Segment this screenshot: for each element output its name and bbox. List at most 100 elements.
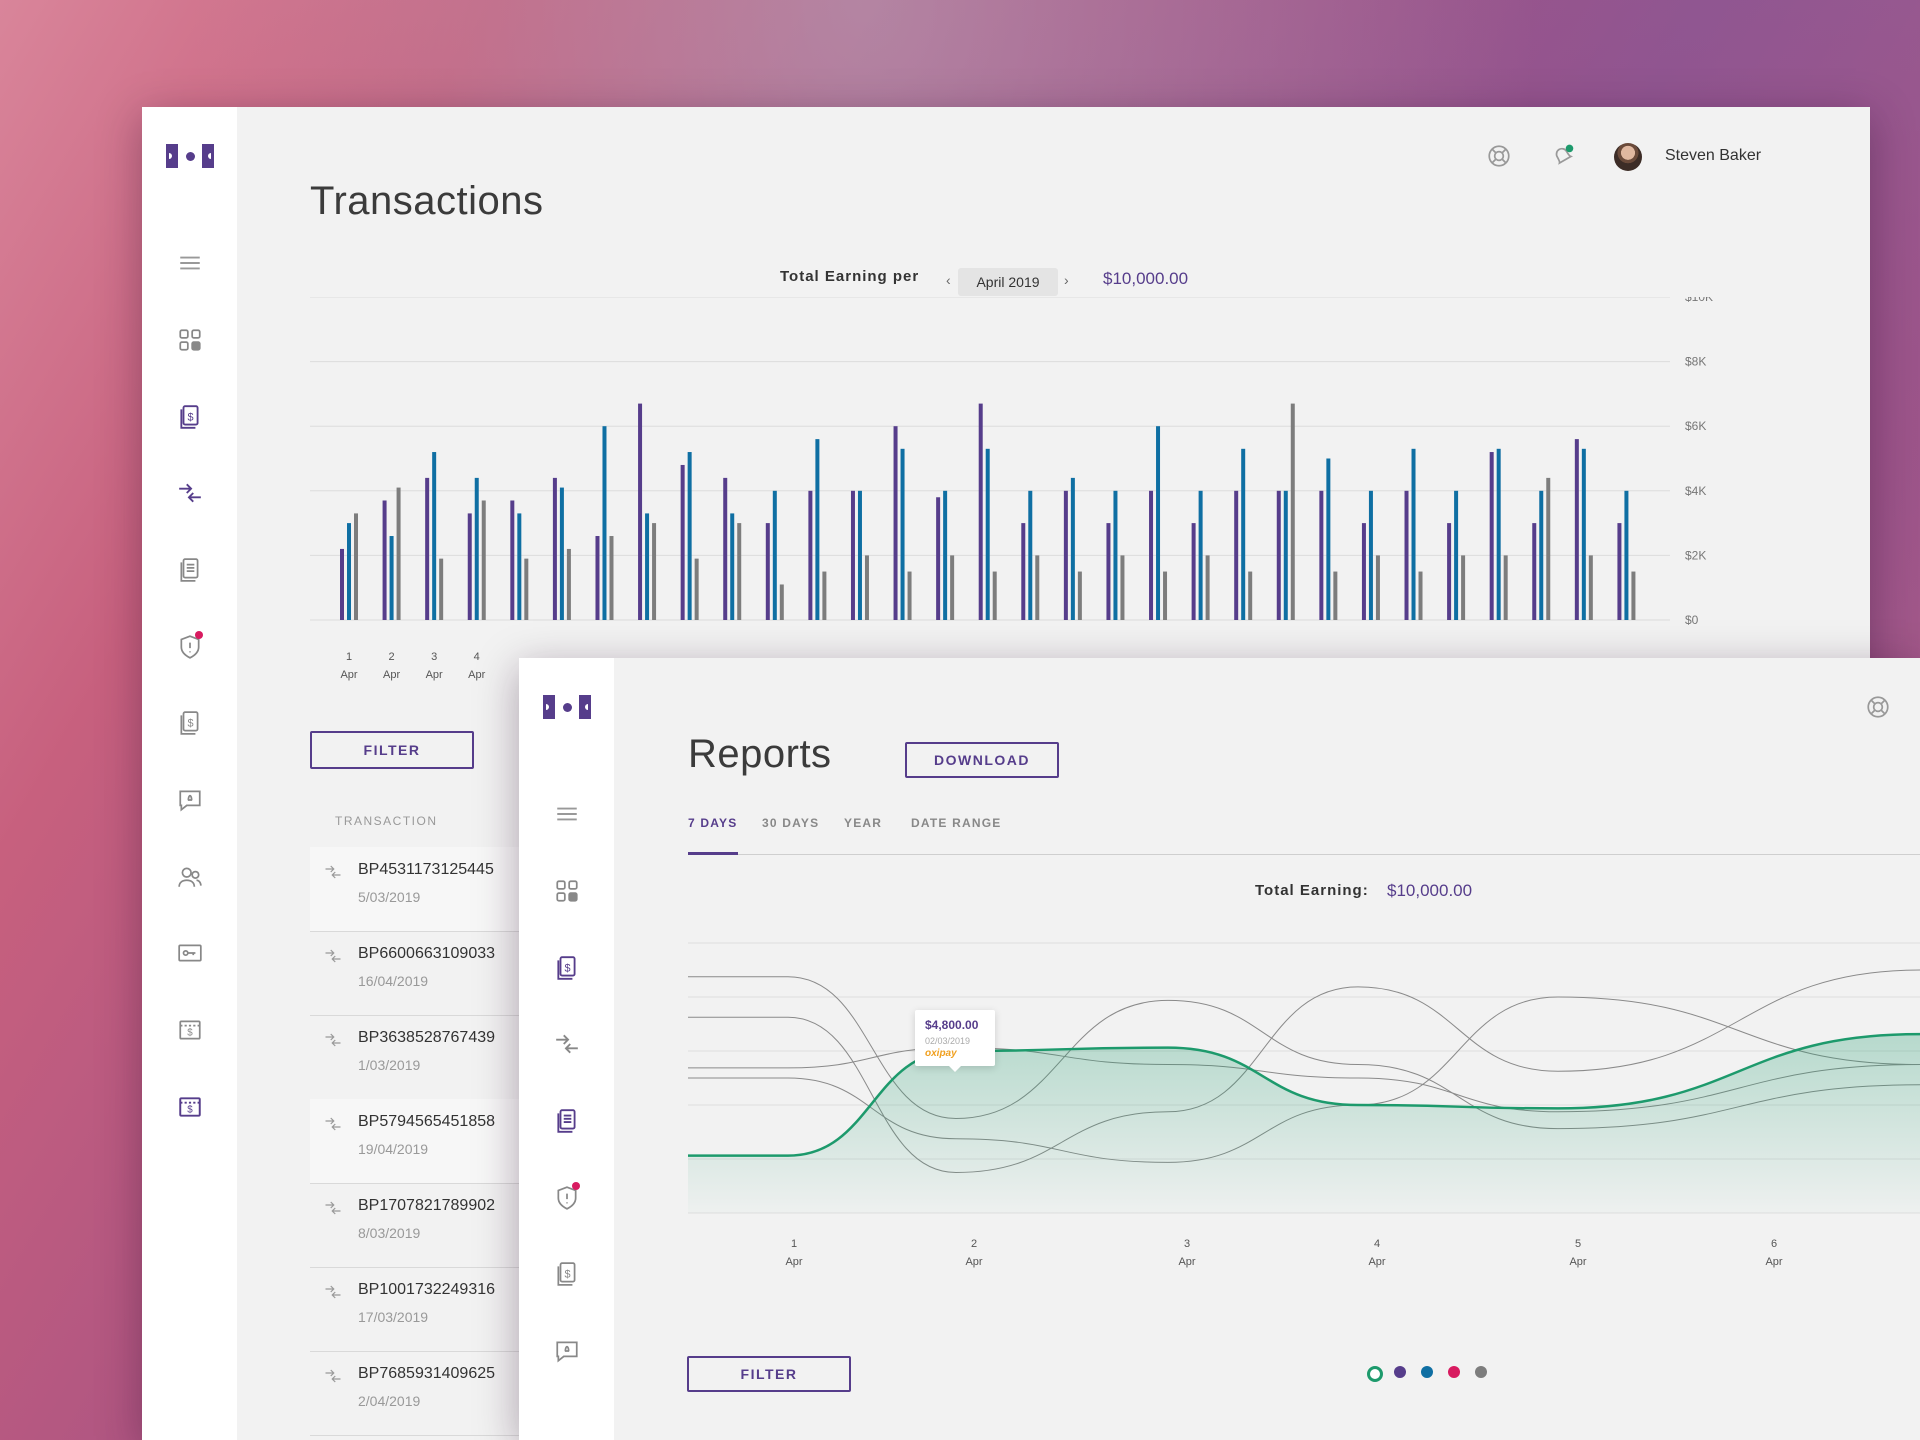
bar[interactable] xyxy=(1191,523,1196,620)
bar[interactable] xyxy=(1368,490,1373,620)
bar[interactable] xyxy=(1624,490,1629,620)
bar[interactable] xyxy=(1503,555,1508,620)
bar[interactable] xyxy=(354,513,358,620)
bar[interactable] xyxy=(694,558,699,620)
bar[interactable] xyxy=(1149,490,1154,620)
bar[interactable] xyxy=(645,513,650,620)
bar[interactable] xyxy=(808,490,813,620)
bar[interactable] xyxy=(772,490,777,620)
download-button[interactable]: DOWNLOAD xyxy=(905,742,1059,778)
bar[interactable] xyxy=(1290,403,1295,620)
bar[interactable] xyxy=(1546,477,1551,620)
legend-dot[interactable] xyxy=(1394,1366,1406,1378)
table-row[interactable]: BP4531173125445 5/03/2019 xyxy=(310,847,520,932)
bar[interactable] xyxy=(680,464,685,620)
tab-7-days[interactable]: 7 DAYS xyxy=(688,816,738,830)
bar[interactable] xyxy=(510,500,515,620)
bar[interactable] xyxy=(943,490,948,620)
bar[interactable] xyxy=(439,558,444,620)
bar[interactable] xyxy=(1617,523,1622,620)
bar[interactable] xyxy=(850,490,855,620)
bar[interactable] xyxy=(1404,490,1409,620)
bar[interactable] xyxy=(524,558,529,620)
table-row[interactable]: BP6600663109033 16/04/2019 xyxy=(310,931,520,1016)
table-row[interactable]: BP7685931409625 2/04/2019 xyxy=(310,1351,520,1436)
bar[interactable] xyxy=(900,448,905,620)
bar[interactable] xyxy=(1035,555,1040,620)
bar[interactable] xyxy=(857,490,862,620)
bar[interactable] xyxy=(936,497,941,620)
month-selector[interactable]: April 2019 xyxy=(958,268,1058,296)
bar[interactable] xyxy=(765,523,770,620)
table-row[interactable]: BP1001732249316 17/03/2019 xyxy=(310,1267,520,1352)
bar[interactable] xyxy=(815,439,820,620)
table-row[interactable]: BP3638528767439 1/03/2019 xyxy=(310,1015,520,1100)
bar[interactable] xyxy=(1070,477,1075,620)
help-icon[interactable] xyxy=(1865,694,1891,720)
chat-bell-icon[interactable] xyxy=(176,786,204,814)
bar[interactable] xyxy=(638,403,643,620)
bar[interactable] xyxy=(467,513,472,620)
bar[interactable] xyxy=(1454,490,1459,620)
bar[interactable] xyxy=(1418,571,1423,620)
bar[interactable] xyxy=(1319,490,1324,620)
dollar-active-icon[interactable]: $ xyxy=(176,1093,204,1121)
chevron-right-icon[interactable]: › xyxy=(1064,272,1069,288)
key-card-icon[interactable] xyxy=(176,939,204,967)
bar[interactable] xyxy=(737,523,742,620)
bar[interactable] xyxy=(340,548,344,620)
tab-30-days[interactable]: 30 DAYS xyxy=(762,816,820,830)
bar[interactable] xyxy=(389,536,394,620)
filter-button[interactable]: FILTER xyxy=(310,731,474,769)
bar[interactable] xyxy=(566,548,571,620)
avatar[interactable] xyxy=(1614,143,1642,171)
bar[interactable] xyxy=(1198,490,1203,620)
bar[interactable] xyxy=(1461,555,1466,620)
bar[interactable] xyxy=(1283,490,1288,620)
bar[interactable] xyxy=(730,513,735,620)
bar[interactable] xyxy=(559,487,564,620)
bar[interactable] xyxy=(1106,523,1111,620)
bar[interactable] xyxy=(652,523,657,620)
receipt-icon[interactable]: $ xyxy=(553,1260,581,1288)
bar[interactable] xyxy=(1241,448,1246,620)
tab-date-range[interactable]: DATE RANGE xyxy=(911,816,1002,830)
bar[interactable] xyxy=(517,513,522,620)
bar[interactable] xyxy=(552,477,557,620)
bar[interactable] xyxy=(609,536,614,620)
bar[interactable] xyxy=(1163,571,1168,620)
documents-icon[interactable] xyxy=(176,556,204,584)
logo[interactable] xyxy=(543,694,591,720)
chevron-left-icon[interactable]: ‹ xyxy=(946,272,951,288)
highlighted-series-line[interactable] xyxy=(688,1032,1920,1157)
bar[interactable] xyxy=(1588,555,1593,620)
bar[interactable] xyxy=(347,523,351,620)
bar[interactable] xyxy=(1077,571,1082,620)
bar[interactable] xyxy=(1326,458,1331,621)
shield-alert-icon[interactable] xyxy=(176,631,204,661)
table-row[interactable]: BP5794565451858 19/04/2019 xyxy=(310,1099,520,1184)
bar[interactable] xyxy=(1539,490,1544,620)
menu-icon[interactable] xyxy=(176,249,204,277)
bar[interactable] xyxy=(1532,523,1537,620)
logo[interactable] xyxy=(166,143,214,169)
bar[interactable] xyxy=(1361,523,1366,620)
users-icon[interactable] xyxy=(176,863,204,891)
bar[interactable] xyxy=(396,487,401,620)
bar[interactable] xyxy=(1156,426,1161,620)
bar[interactable] xyxy=(992,571,997,620)
legend-dot[interactable] xyxy=(1367,1366,1383,1382)
bar[interactable] xyxy=(1333,571,1338,620)
bar[interactable] xyxy=(382,500,387,620)
bar[interactable] xyxy=(864,555,869,620)
legend-dot[interactable] xyxy=(1475,1366,1487,1378)
bar[interactable] xyxy=(1631,571,1636,620)
invoice-icon[interactable]: $ xyxy=(553,954,581,982)
bar[interactable] xyxy=(481,500,486,620)
dollar-screen-icon[interactable]: $ xyxy=(176,1016,204,1044)
bar[interactable] xyxy=(978,403,983,620)
notification-icon[interactable] xyxy=(1550,143,1576,169)
documents-icon[interactable] xyxy=(553,1107,581,1135)
dashboard-icon[interactable] xyxy=(553,877,581,905)
bar[interactable] xyxy=(687,452,692,620)
